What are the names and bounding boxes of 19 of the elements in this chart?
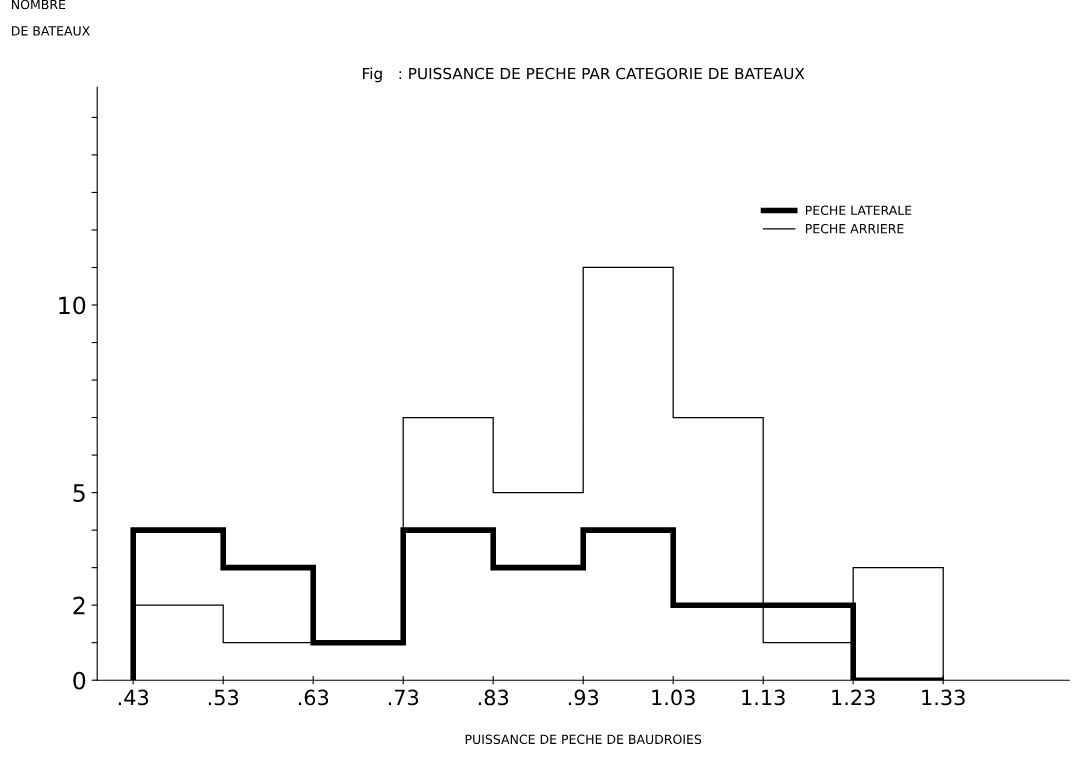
y-tick-label: 2 — [73, 596, 85, 615]
legend-label: PECHE LATERALE — [805, 205, 912, 216]
legend-label: PECHE ARRIERE — [805, 223, 904, 234]
x-tick-label: .93 — [568, 689, 599, 706]
text: NOMBRE DE BATEAUX — [12, 0, 90, 36]
x-tick-label: 1.33 — [922, 689, 965, 706]
x-tick-label: 1.23 — [832, 689, 875, 706]
x-tick-label: .53 — [208, 689, 239, 706]
x-tick-label: .83 — [478, 689, 509, 706]
x-tick-label: 1.03 — [652, 689, 695, 706]
y-tick-label: 0 — [73, 671, 86, 690]
y-tick-label: 5 — [73, 484, 85, 502]
x-tick-label: 1.13 — [742, 689, 785, 706]
x-tick-label: .73 — [388, 689, 419, 706]
x-tick-label: .43 — [118, 689, 149, 706]
chart-title: Fig : PUISSANCE DE PECHE PAR CATEGORIE DE BATEAUX — [363, 67, 805, 83]
x-tick-label: .63 — [298, 689, 329, 706]
x-axis-title: PUISSANCE DE PECHE DE BAUDROIES — [465, 734, 702, 745]
y-tick-label: 10 — [59, 296, 86, 315]
